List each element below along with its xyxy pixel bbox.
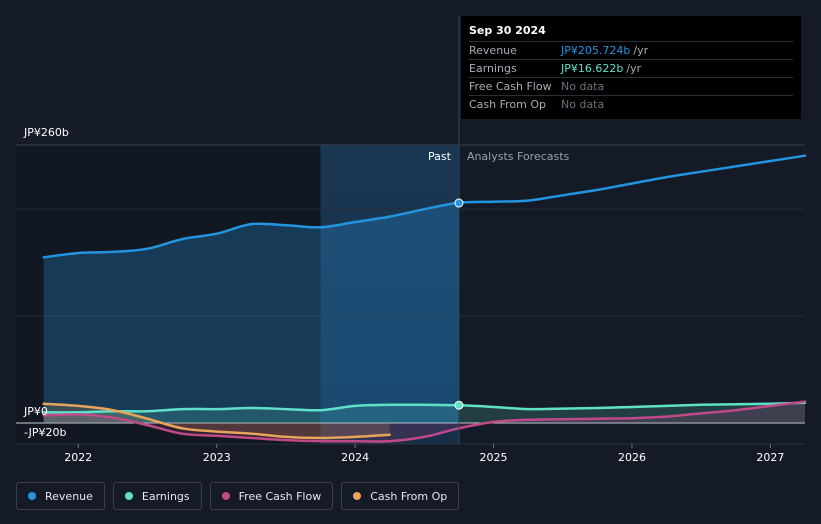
tooltip-label: Revenue	[469, 44, 517, 57]
tooltip-row-earnings: Earnings JP¥16.622b /yr	[469, 59, 793, 77]
x-axis: 2022 2023 2024 2025 2026 2027	[64, 444, 784, 464]
revenue-line	[42, 154, 807, 259]
x-tick-label: 2024	[341, 451, 369, 464]
cfo-line	[42, 402, 391, 440]
legend-item-revenue[interactable]: Revenue	[16, 482, 105, 510]
y-tick-top: JP¥260b	[23, 126, 69, 139]
tooltip-row-revenue: Revenue JP¥205.724b /yr	[469, 41, 793, 59]
legend-label: Free Cash Flow	[238, 489, 322, 503]
x-tick-label: 2022	[64, 451, 92, 464]
tooltip-value: No data	[561, 98, 605, 111]
x-tick-label: 2026	[618, 451, 646, 464]
tooltip-row-cfo: Cash From Op No data	[469, 95, 793, 113]
legend-dot-icon	[124, 492, 133, 500]
tooltip-value: JP¥16.622b	[561, 62, 624, 75]
tooltip-value: JP¥205.724b	[561, 44, 631, 57]
x-tick-label: 2027	[756, 451, 784, 464]
tooltip-label: Free Cash Flow	[469, 80, 552, 93]
fcf-line	[42, 400, 807, 443]
tooltip-unit: /yr	[626, 62, 642, 75]
revenue-area	[43, 202, 459, 423]
legend-item-cash-from-op[interactable]: Cash From Op	[341, 482, 460, 510]
x-tick-label: 2023	[203, 451, 231, 464]
earnings-line	[42, 401, 807, 414]
tooltip: Sep 30 2024 Revenue JP¥205.724b /yr Earn…	[461, 16, 801, 119]
tooltip-unit: /yr	[633, 44, 649, 57]
revenue-highlight-point[interactable]	[454, 198, 464, 208]
y-tick-zero: JP¥0	[23, 405, 48, 418]
tooltip-label: Earnings	[469, 62, 517, 75]
tooltip-row-fcf: Free Cash Flow No data	[469, 77, 793, 95]
forecast-label: Analysts Forecasts	[467, 150, 570, 163]
legend: Revenue Earnings Free Cash Flow Cash Fro…	[16, 482, 460, 510]
legend-dot-icon	[28, 492, 36, 500]
legend-item-earnings[interactable]: Earnings	[112, 482, 202, 510]
past-highlight-band	[320, 145, 459, 444]
legend-dot-icon	[221, 492, 230, 500]
highlight-points	[454, 198, 464, 410]
legend-label: Revenue	[45, 489, 93, 503]
x-tick-label: 2025	[480, 451, 508, 464]
legend-label: Cash From Op	[370, 489, 448, 503]
tooltip-value: No data	[561, 80, 605, 93]
earnings-highlight-point[interactable]	[454, 400, 464, 410]
past-label: Past	[428, 150, 452, 163]
legend-dot-icon	[353, 492, 362, 500]
series-lines	[42, 154, 807, 443]
legend-item-free-cash-flow[interactable]: Free Cash Flow	[209, 482, 334, 510]
legend-label: Earnings	[141, 489, 190, 503]
past-background-band	[16, 145, 321, 444]
tooltip-date: Sep 30 2024	[469, 24, 546, 37]
gridlines	[16, 144, 805, 445]
cfo-area	[43, 403, 390, 438]
tooltip-label: Cash From Op	[469, 98, 547, 111]
y-tick-bottom: -JP¥20b	[24, 426, 66, 439]
